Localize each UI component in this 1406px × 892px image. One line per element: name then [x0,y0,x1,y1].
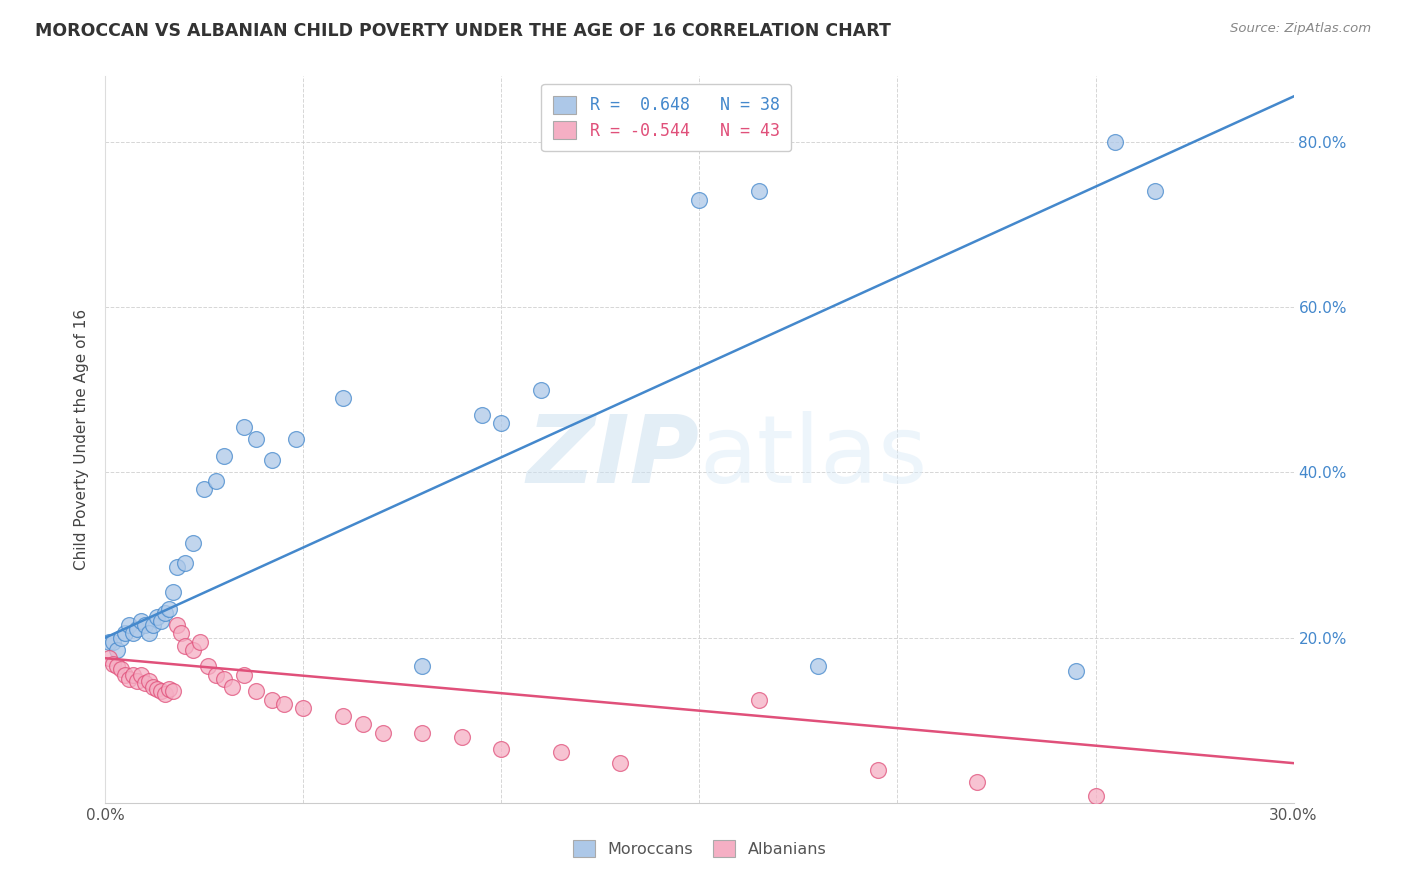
Point [153,687,176,701]
Point [149,614,172,628]
Text: MOROCCAN VS ALBANIAN CHILD POVERTY UNDER THE AGE OF 16 CORRELATION CHART: MOROCCAN VS ALBANIAN CHILD POVERTY UNDER… [35,22,891,40]
Point [127,673,149,688]
Point [966,775,988,789]
Point [173,639,195,653]
Point [411,725,433,739]
Point [411,659,433,673]
Point [609,756,631,771]
Point [98,634,121,648]
Point [157,681,180,696]
Point [157,601,180,615]
Point [170,626,193,640]
Point [162,684,184,698]
Point [181,535,204,549]
Point [450,730,472,744]
Point [153,606,176,620]
Point [162,585,184,599]
Point [205,667,228,681]
Point [1064,664,1087,678]
Point [1143,185,1166,199]
Point [332,391,354,405]
Point [166,618,188,632]
Point [1084,789,1107,804]
Point [134,676,156,690]
Point [110,631,132,645]
Point [245,433,267,447]
Point [138,673,160,688]
Text: atlas: atlas [700,411,928,503]
Point [98,651,121,665]
Point [134,618,156,632]
Point [138,626,160,640]
Point [245,684,267,698]
Point [122,667,145,681]
Point [142,680,165,694]
Point [118,672,141,686]
Point [146,610,169,624]
Point [149,684,172,698]
Point [332,709,354,723]
Point [1104,135,1126,149]
Point [233,420,256,434]
Point [114,667,136,681]
Point [491,742,513,756]
Point [103,657,125,671]
Point [166,560,188,574]
Point [214,449,236,463]
Y-axis label: Child Poverty Under the Age of 16: Child Poverty Under the Age of 16 [75,309,90,570]
Point [352,717,374,731]
Point [142,618,165,632]
Point [105,643,128,657]
Point [181,643,204,657]
Point [214,672,236,686]
Point [193,482,215,496]
Point [471,408,494,422]
Point [866,763,889,777]
Point [748,185,770,199]
Point [260,692,283,706]
Point [173,556,195,570]
Point [114,626,136,640]
Point [127,623,149,637]
Point [103,634,125,648]
Point [129,614,152,628]
Point [197,659,219,673]
Point [530,383,553,397]
Text: Source: ZipAtlas.com: Source: ZipAtlas.com [1230,22,1371,36]
Point [292,700,315,714]
Point [146,681,169,696]
Legend: Moroccans, Albanians: Moroccans, Albanians [567,834,832,863]
Text: ZIP: ZIP [527,411,700,503]
Point [129,667,152,681]
Point [688,193,710,207]
Point [807,659,830,673]
Point [190,634,212,648]
Point [122,626,145,640]
Point [260,453,283,467]
Point [205,474,228,488]
Point [221,680,243,694]
Point [550,745,572,759]
Point [105,659,128,673]
Point [284,433,307,447]
Point [748,692,770,706]
Point [371,725,394,739]
Point [233,667,256,681]
Point [110,662,132,676]
Point [118,618,141,632]
Point [273,697,295,711]
Point [491,416,513,430]
